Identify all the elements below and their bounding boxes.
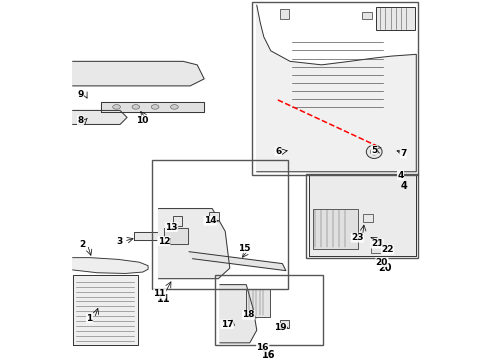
Polygon shape bbox=[163, 228, 188, 244]
Ellipse shape bbox=[170, 105, 178, 109]
Text: 18: 18 bbox=[242, 310, 254, 319]
Text: 9: 9 bbox=[77, 90, 83, 99]
Ellipse shape bbox=[151, 105, 159, 109]
Bar bbox=[208, 212, 219, 220]
Polygon shape bbox=[309, 175, 415, 256]
Bar bbox=[370, 240, 381, 253]
Text: 13: 13 bbox=[165, 222, 178, 231]
Ellipse shape bbox=[112, 105, 120, 109]
Text: 10: 10 bbox=[136, 116, 148, 125]
Bar bbox=[251, 2, 417, 175]
Polygon shape bbox=[134, 232, 162, 240]
Text: 22: 22 bbox=[381, 245, 393, 254]
Ellipse shape bbox=[369, 149, 377, 155]
Bar bbox=[375, 7, 414, 30]
Text: 11: 11 bbox=[153, 289, 165, 298]
Polygon shape bbox=[101, 102, 204, 112]
Polygon shape bbox=[189, 252, 285, 271]
Text: 1: 1 bbox=[86, 314, 93, 323]
Polygon shape bbox=[73, 61, 204, 86]
Ellipse shape bbox=[366, 145, 381, 158]
Text: 6: 6 bbox=[274, 147, 281, 156]
Bar bbox=[172, 216, 182, 226]
Text: 12: 12 bbox=[157, 237, 170, 246]
Text: 20: 20 bbox=[375, 258, 387, 267]
Text: 20: 20 bbox=[377, 263, 391, 273]
Text: 7: 7 bbox=[399, 149, 406, 158]
Polygon shape bbox=[256, 5, 415, 172]
Text: 15: 15 bbox=[238, 244, 250, 253]
Polygon shape bbox=[73, 111, 127, 125]
Text: 11: 11 bbox=[157, 294, 170, 305]
Polygon shape bbox=[73, 275, 137, 345]
Polygon shape bbox=[158, 208, 229, 279]
Bar bbox=[312, 208, 358, 249]
Bar bbox=[279, 9, 289, 19]
Text: 21: 21 bbox=[370, 239, 383, 248]
Bar bbox=[279, 320, 289, 328]
Polygon shape bbox=[220, 285, 256, 343]
Text: 4: 4 bbox=[400, 180, 407, 190]
Bar bbox=[151, 159, 288, 289]
Bar bbox=[362, 214, 372, 221]
Bar bbox=[305, 174, 417, 258]
Text: 14: 14 bbox=[203, 216, 216, 225]
Polygon shape bbox=[73, 258, 148, 274]
Bar bbox=[361, 12, 372, 19]
Text: 16: 16 bbox=[262, 350, 275, 360]
Bar bbox=[214, 275, 323, 345]
Bar bbox=[246, 288, 269, 317]
Text: 3: 3 bbox=[116, 237, 122, 246]
Text: 8: 8 bbox=[77, 116, 83, 125]
Text: 2: 2 bbox=[79, 240, 85, 249]
Text: 17: 17 bbox=[220, 320, 233, 329]
Text: 23: 23 bbox=[350, 233, 363, 242]
Text: 19: 19 bbox=[273, 323, 286, 332]
Ellipse shape bbox=[132, 105, 140, 109]
Text: 5: 5 bbox=[370, 145, 377, 154]
Text: 4: 4 bbox=[396, 171, 403, 180]
Text: 16: 16 bbox=[256, 343, 268, 352]
